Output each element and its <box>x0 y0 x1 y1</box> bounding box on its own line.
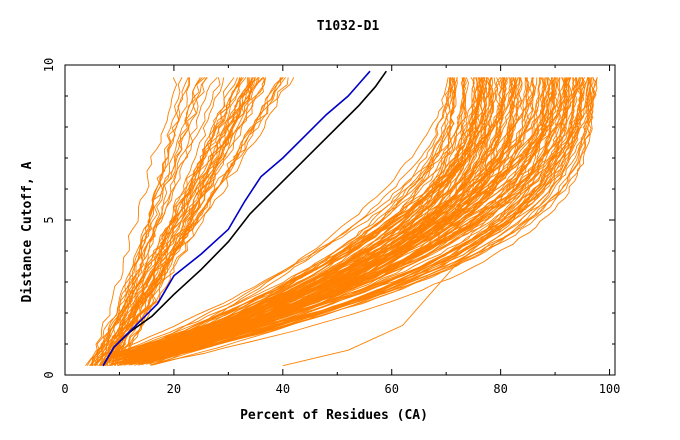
x-tick-label: 40 <box>276 382 290 396</box>
model-curve-steep <box>95 77 218 366</box>
model-curve-steep <box>111 77 225 366</box>
model-curve-band <box>147 77 556 357</box>
highlight-series-1 <box>102 70 371 367</box>
model-curve-band <box>138 77 533 358</box>
chart-title: T1032-D1 <box>317 19 380 34</box>
model-curve-band <box>149 77 540 366</box>
model-curve-band <box>119 77 530 363</box>
model-curve-band <box>107 77 508 361</box>
model-curve-band <box>133 77 495 364</box>
model-curve-steep <box>115 77 282 366</box>
model-curve-band <box>130 77 513 365</box>
model-curve-steep <box>93 77 244 366</box>
model-curve-steep <box>91 77 289 366</box>
model-curve-band <box>124 77 484 364</box>
model-curve-band <box>149 77 451 364</box>
model-curve-band <box>150 77 483 366</box>
model-curve-band <box>143 77 578 361</box>
model-curve-band <box>150 77 594 366</box>
y-axis-label: Distance Cutoff, A <box>20 161 35 302</box>
model-curve-steep <box>91 77 178 366</box>
highlight-series-0 <box>102 70 387 367</box>
model-curve-band <box>111 77 453 360</box>
model-curves <box>85 77 598 367</box>
model-curve-band <box>124 77 467 362</box>
model-curve-steep <box>92 77 286 367</box>
model-curve-band <box>146 77 570 360</box>
model-curve-band <box>128 77 485 356</box>
model-curve-band <box>135 77 516 359</box>
model-curve-band <box>119 77 567 366</box>
x-axis-label: Percent of Residues (CA) <box>240 408 428 423</box>
model-curve-band <box>137 77 562 359</box>
model-curve-band <box>140 77 598 360</box>
model-curve-band <box>124 77 594 365</box>
model-curve-band <box>124 77 516 364</box>
y-tick-label: 0 <box>42 371 56 378</box>
model-curve-steep <box>98 77 201 366</box>
model-curve-steep <box>110 77 265 366</box>
x-tick-label: 0 <box>61 382 68 396</box>
model-curve-band <box>110 77 484 354</box>
model-curve-band <box>151 77 479 362</box>
model-curve-steep <box>103 77 206 366</box>
model-curve-steep <box>121 77 235 366</box>
x-tick-label: 20 <box>167 382 181 396</box>
model-curve-steep <box>107 77 238 366</box>
y-tick-label: 5 <box>42 216 56 223</box>
model-curve-band <box>138 77 492 355</box>
model-curve-band <box>130 77 449 363</box>
highlighted-curves <box>102 70 387 367</box>
x-tick-label: 60 <box>385 382 399 396</box>
model-curve-steep <box>94 77 191 366</box>
model-curve-band <box>123 77 583 365</box>
model-curve-band <box>138 77 570 364</box>
model-curve-outlier <box>282 77 589 367</box>
x-tick-label: 100 <box>599 382 621 396</box>
model-curve-steep <box>100 77 241 366</box>
y-tick-label: 10 <box>42 58 56 72</box>
model-curve-steep <box>118 77 255 366</box>
model-curve-steep <box>91 77 207 366</box>
model-curve-steep <box>99 77 251 366</box>
model-curve-steep <box>96 77 259 366</box>
model-curve-band <box>124 77 546 355</box>
x-tick-label: 80 <box>493 382 507 396</box>
model-curve-steep <box>101 77 203 367</box>
model-curve-band <box>116 77 594 360</box>
axis-ticks: 0 20 40 60 80 100 0 5 10 <box>42 58 620 396</box>
model-curve-band <box>140 77 596 365</box>
model-curve-band <box>137 77 568 357</box>
model-curve-steep <box>104 77 295 367</box>
